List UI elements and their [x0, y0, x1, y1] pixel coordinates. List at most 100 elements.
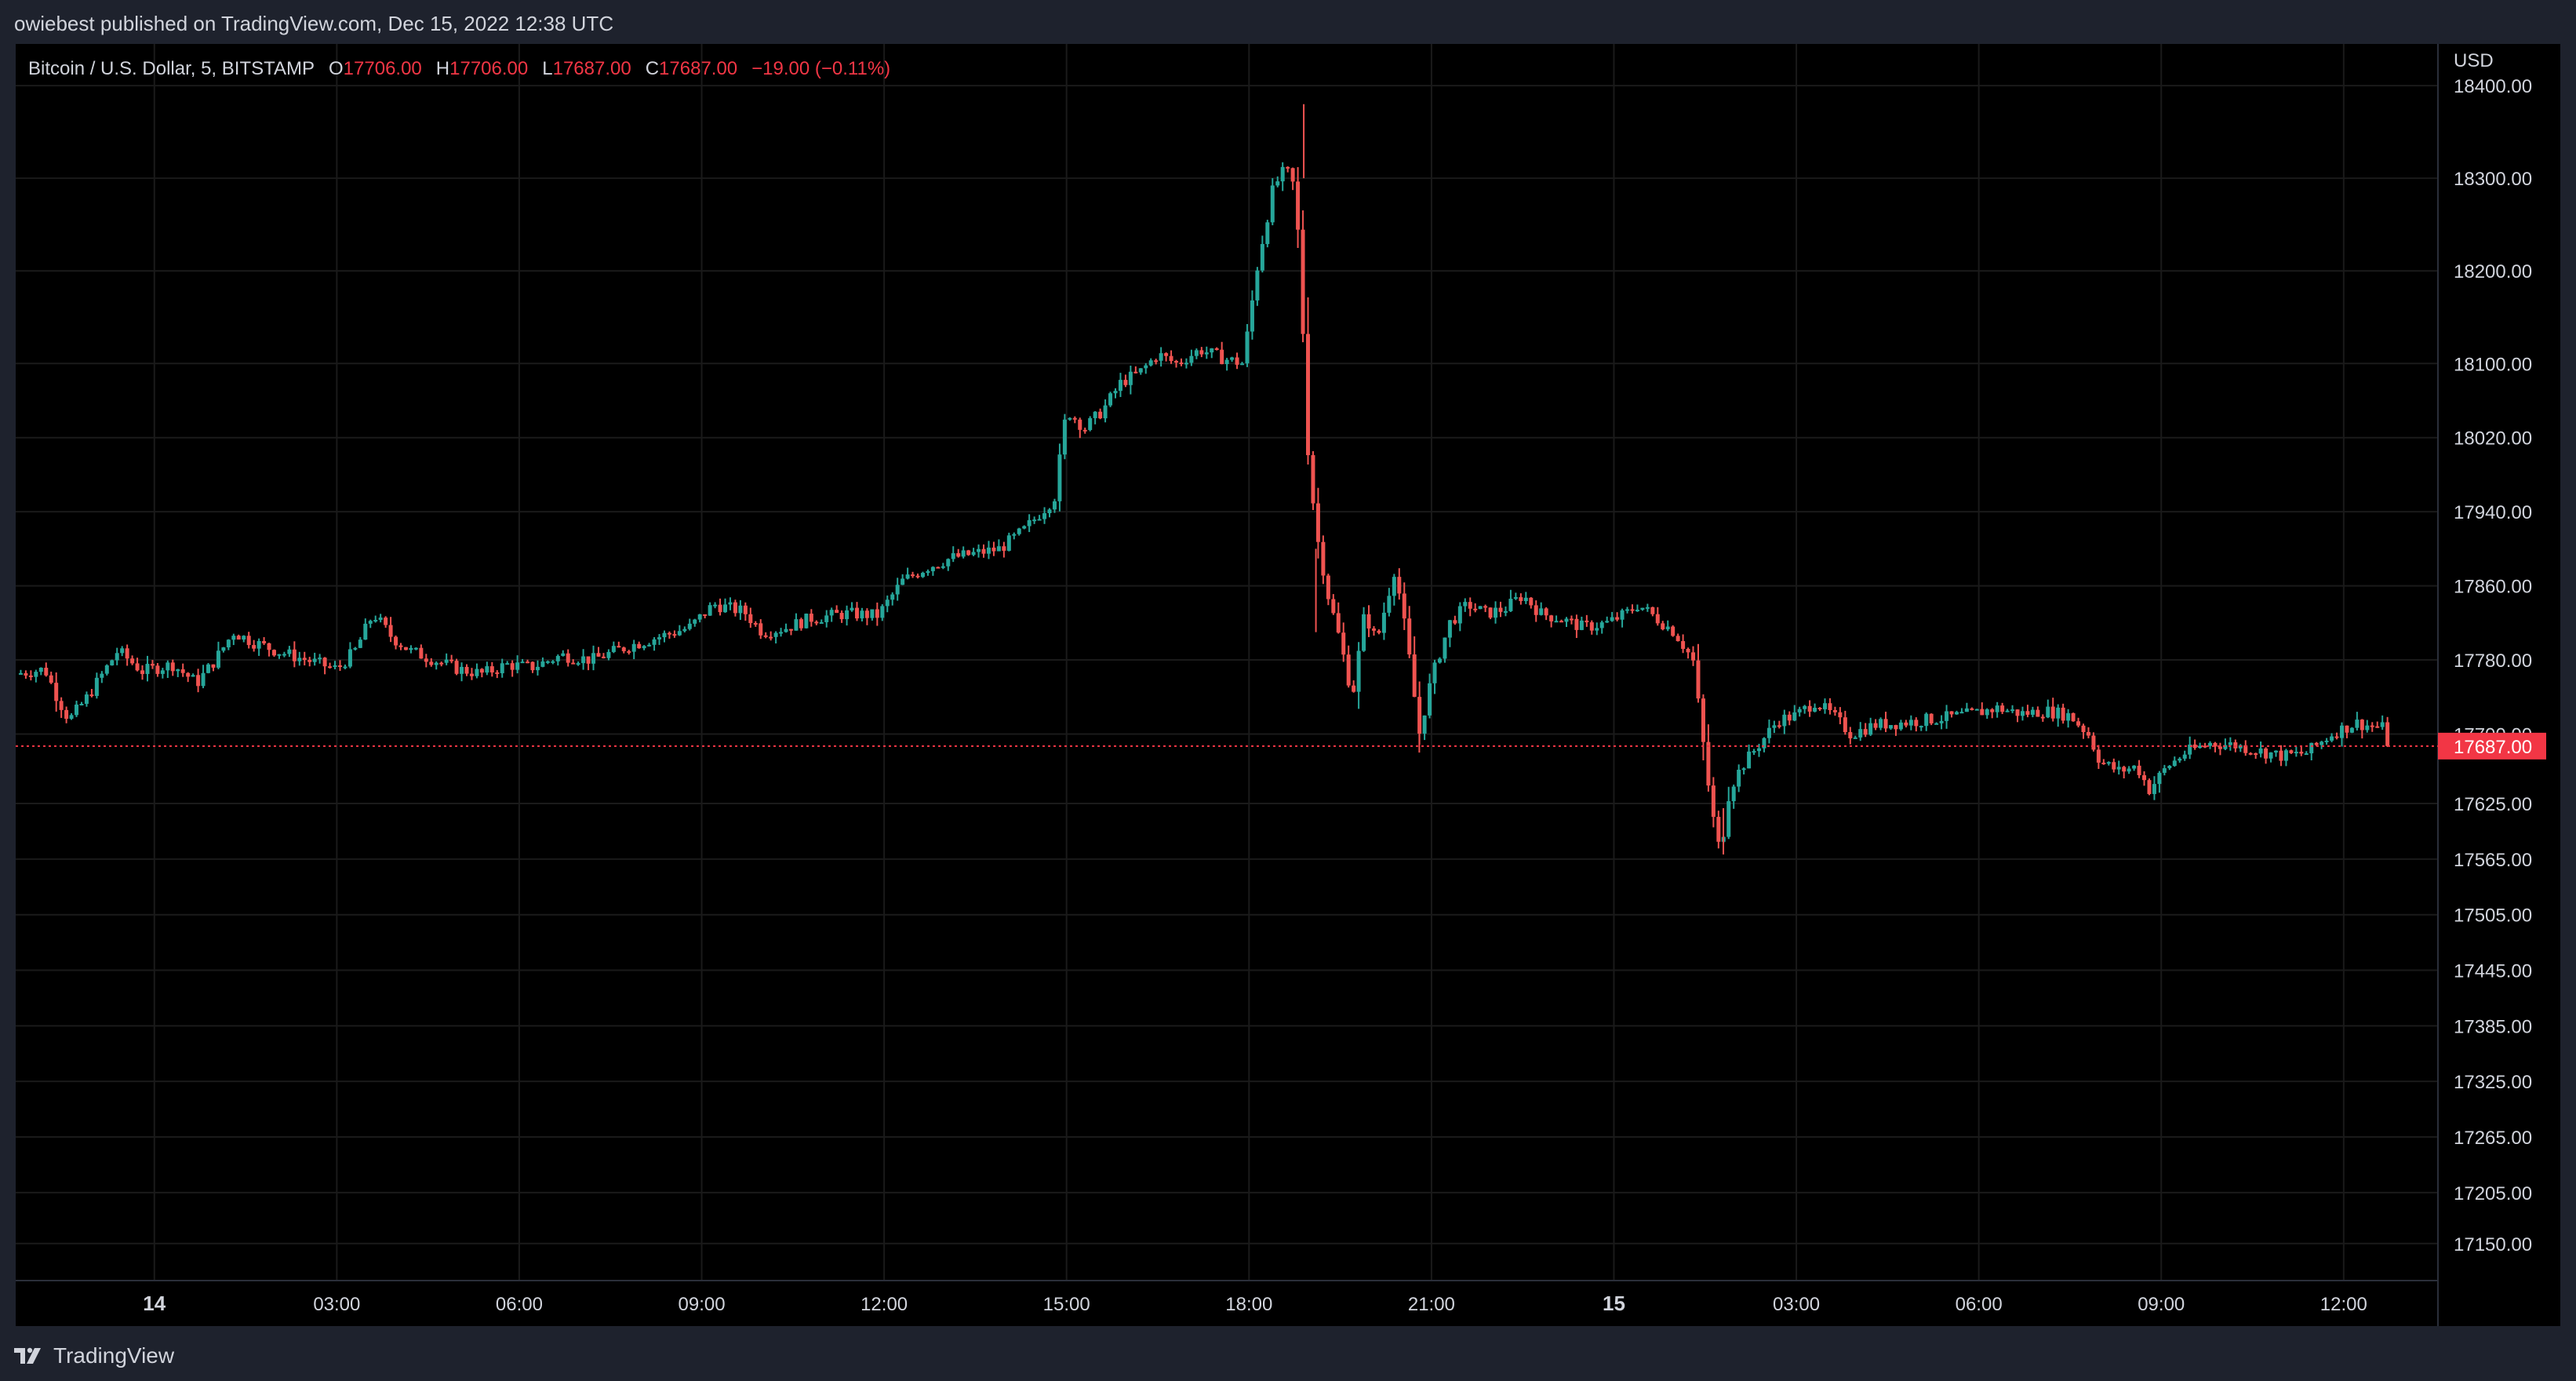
candle-body: [444, 659, 449, 663]
candle-body: [1539, 608, 1544, 615]
candle-body: [1620, 610, 1625, 620]
candle-body: [312, 658, 317, 662]
candle-body: [1453, 620, 1457, 624]
candle-body: [2365, 725, 2370, 731]
candle-body: [2015, 709, 2020, 716]
candle-body: [1407, 618, 1412, 655]
candle-body: [1012, 534, 1017, 536]
candle-body: [353, 647, 358, 650]
candle-body: [166, 662, 170, 671]
candle-body: [2112, 762, 2116, 770]
price-tick-label: 17860.00: [2454, 577, 2532, 598]
candle-body: [1417, 697, 1422, 734]
candle-body: [337, 665, 342, 668]
candle-body: [2076, 721, 2081, 726]
candle-body: [687, 623, 692, 629]
candle-body: [1782, 714, 1787, 727]
candle-body: [242, 636, 246, 640]
candle-body: [2061, 707, 2065, 721]
candle-body: [1513, 597, 1518, 599]
candle-body: [145, 664, 150, 674]
candle-body: [1823, 703, 1828, 709]
candle-body: [1589, 622, 1594, 631]
candle-body: [773, 632, 778, 637]
candle-body: [718, 604, 722, 613]
candle-body: [1625, 609, 1630, 611]
candle-body: [1362, 614, 1366, 651]
candle-body: [373, 620, 378, 622]
candle-body: [1397, 577, 1402, 594]
time-tick-label: 14: [143, 1292, 166, 1315]
candle-body: [617, 646, 621, 648]
candle-body: [2137, 765, 2141, 775]
candle-body: [1331, 599, 1336, 614]
candle-body: [1797, 709, 1802, 712]
candle-body: [130, 658, 135, 664]
candle-body: [1286, 166, 1290, 169]
candle-body: [535, 666, 540, 671]
candle-body: [429, 661, 434, 665]
candle-body: [1534, 605, 1538, 615]
candle-body: [819, 621, 824, 624]
candle-body: [1508, 599, 1513, 611]
candle-body: [1883, 719, 1888, 729]
brand-name: TradingView: [53, 1343, 175, 1368]
candle-body: [1843, 717, 1847, 733]
candle-body: [1189, 355, 1194, 363]
candle-body: [2254, 753, 2258, 756]
candle-body: [789, 629, 794, 631]
candle-body: [2188, 744, 2192, 755]
candle-body: [307, 660, 312, 662]
candle-body: [2218, 746, 2222, 749]
candle-body: [2025, 711, 2030, 715]
candle-body: [530, 661, 535, 671]
candle-body: [2223, 745, 2228, 749]
candle-body: [1214, 348, 1219, 350]
candle-body: [1605, 621, 1610, 623]
time-tick-label: 09:00: [679, 1294, 726, 1315]
candle-body: [1381, 612, 1386, 633]
candle-body: [1954, 712, 1959, 715]
candle-body: [2208, 742, 2213, 746]
candle-body: [1326, 575, 1330, 599]
candle-body: [1006, 535, 1011, 551]
candle-body: [495, 672, 500, 674]
candlestick-chart[interactable]: 18400.00 18300.00 18200.00 18100.00 18020.00…: [16, 44, 2560, 1326]
candle-body: [1737, 769, 1741, 787]
time-tick-label: 15: [1603, 1292, 1625, 1315]
candle-body: [854, 607, 859, 619]
candle-body: [388, 625, 393, 637]
candle-body: [287, 649, 292, 654]
candle-body: [1772, 725, 1777, 728]
candle-body: [571, 662, 576, 665]
candle-body: [748, 614, 753, 624]
candle-body: [1813, 708, 1817, 712]
candle-body: [662, 632, 667, 638]
tradingview-logo[interactable]: TradingView: [14, 1343, 174, 1368]
candle-body: [38, 668, 43, 672]
candle-body: [1255, 270, 1260, 301]
candle-body: [28, 675, 33, 677]
candle-body: [697, 614, 702, 620]
candle-body: [1879, 719, 1883, 728]
candle-body: [1366, 614, 1371, 629]
candle-body: [1356, 650, 1361, 692]
candle-body: [2314, 742, 2319, 745]
candle-body: [2279, 750, 2283, 761]
candle-body: [2289, 750, 2294, 753]
candle-body: [1686, 648, 1690, 653]
candle-body: [1352, 685, 1356, 692]
candle-body: [1422, 715, 1427, 734]
candle-body: [581, 656, 586, 664]
candle-body: [510, 663, 515, 670]
symbol-name[interactable]: Bitcoin / U.S. Dollar, 5, BITSTAMP: [28, 58, 315, 79]
candle-body: [526, 661, 530, 664]
candle-body: [1260, 244, 1264, 271]
candle-body: [1371, 628, 1376, 631]
candle-body: [1574, 618, 1579, 630]
chart-area[interactable]: 18400.00 18300.00 18200.00 18100.00 18020.00…: [16, 44, 2560, 1326]
candle-body: [566, 653, 570, 663]
currency-label[interactable]: USD: [2454, 50, 2494, 71]
candle-body: [409, 647, 413, 650]
candle-body: [1792, 712, 1797, 721]
